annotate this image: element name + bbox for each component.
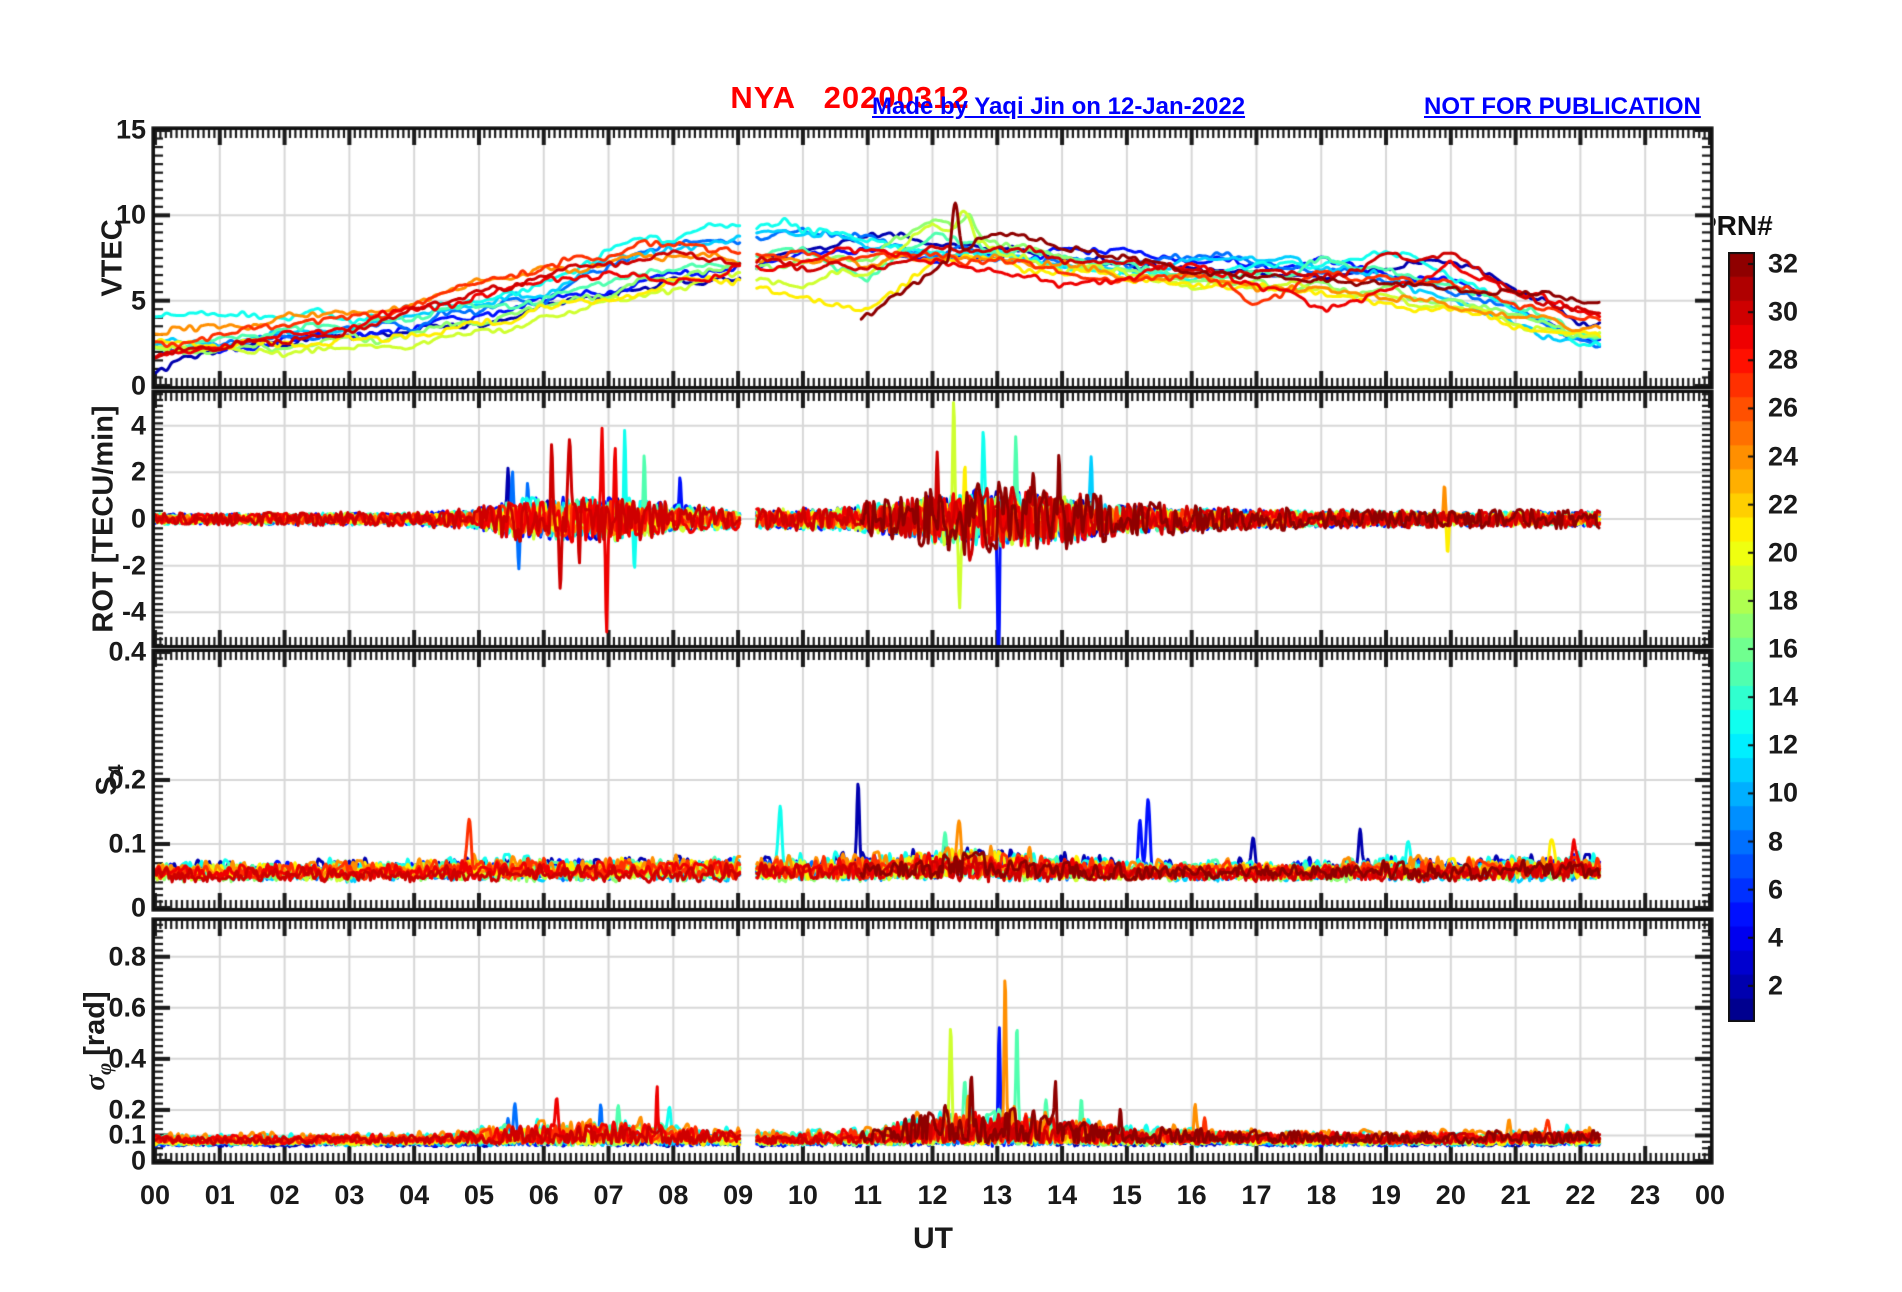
y-tick-label: -4 [121,596,146,627]
x-tick-label: 03 [334,1180,365,1210]
x-tick-label: 15 [1111,1180,1142,1210]
panel-canvas-rot [151,389,1714,649]
colorbar-tick-label: 32 [1768,248,1799,279]
colorbar-tick-label: 28 [1768,344,1799,375]
colorbar-tick-label: 12 [1768,729,1799,760]
y-tick-label: 5 [130,285,146,316]
x-tick-label: 08 [658,1180,689,1210]
x-tick-label: 19 [1371,1180,1402,1210]
colorbar-tick-label: 22 [1768,489,1799,520]
x-tick-label: 12 [917,1180,948,1210]
colorbar-tick-label: 6 [1768,874,1784,905]
y-tick-label: 4 [130,410,146,441]
x-tick-label: 14 [1047,1180,1078,1210]
colorbar-tick-label: 4 [1768,922,1784,953]
y-tick-label: 0.1 [108,1119,146,1150]
x-tick-label: 10 [787,1180,818,1210]
colorbar-canvas [1728,252,1755,1022]
x-axis-label: UT [913,1222,953,1255]
colorbar-tick-label: 14 [1768,681,1799,712]
x-tick-label: 04 [399,1180,430,1210]
colorbar-tick-label: 10 [1768,777,1799,808]
y-tick-label: 2 [130,456,146,487]
x-tick-label: 02 [269,1180,300,1210]
y-tick-label: 0 [130,370,146,401]
x-tick-label: 20 [1435,1180,1466,1210]
colorbar-tick-label: 30 [1768,296,1799,327]
colorbar-tick-label: 8 [1768,826,1784,857]
x-tick-label: 00 [1694,1180,1726,1210]
x-tick-label: 17 [1241,1180,1272,1210]
colorbar-tick-label: 2 [1768,970,1784,1001]
colorbar-tick-label: 26 [1768,392,1799,423]
y-tick-label: 0 [130,1145,146,1176]
x-tick-label: 18 [1306,1180,1337,1210]
x-tick-label: 07 [593,1180,624,1210]
colorbar-tick-label: 16 [1768,633,1799,664]
y-tick-label: 0.8 [108,941,146,972]
x-tick-label: 05 [463,1180,494,1210]
y-tick-label: 15 [115,114,146,145]
x-tick-label: 09 [723,1180,754,1210]
panel-canvas-s4 [151,648,1714,912]
rot-axis-label: ROT [TECU/min] [87,405,120,633]
x-tick-label: 13 [982,1180,1013,1210]
y-tick-label: 10 [115,199,146,230]
page-title: NYA 20200312 [730,80,970,115]
panel-canvas-sigma_phi [151,917,1714,1165]
colorbar-tick-label: 24 [1768,441,1799,472]
credit-note: Made by Yaqi Jin on 12-Jan-2022 [872,93,1246,120]
colorbar-tick-label: 20 [1768,537,1799,568]
vtec-axis-label: VTEC [96,219,129,297]
x-tick-label: 16 [1176,1180,1207,1210]
y-tick-label: 0.2 [108,1094,146,1125]
x-tick-label: 11 [853,1180,882,1210]
y-tick-label: 0.2 [108,764,146,795]
x-tick-label: 00 [139,1180,171,1210]
y-tick-label: 0 [130,892,146,923]
y-tick-label: 0.4 [108,636,146,667]
x-tick-label: 01 [204,1180,235,1210]
y-tick-label: 0.6 [108,992,146,1023]
y-tick-label: -2 [121,550,146,581]
y-tick-label: 0.4 [108,1043,146,1074]
colorbar-tick-label: 18 [1768,585,1799,616]
x-tick-label: 22 [1565,1180,1596,1210]
x-tick-label: 23 [1630,1180,1661,1210]
panel-canvas-vtec [151,126,1714,390]
y-tick-label: 0.1 [108,828,146,859]
x-tick-label: 06 [528,1180,559,1210]
publication-notice: NOT FOR PUBLICATION [1424,93,1701,120]
y-tick-label: 0 [130,503,146,534]
x-tick-label: 21 [1500,1180,1531,1210]
